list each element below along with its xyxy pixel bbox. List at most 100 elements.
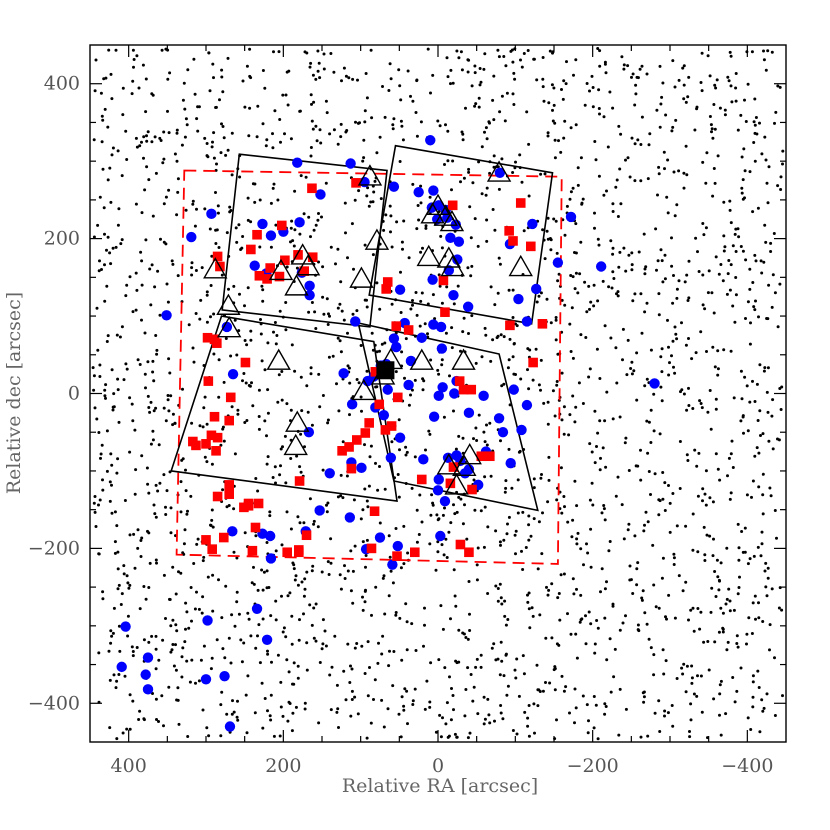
field-star	[127, 586, 131, 590]
field-star	[591, 86, 595, 89]
blue-circle-point	[425, 135, 436, 146]
field-star	[502, 382, 506, 386]
field-star	[736, 592, 740, 596]
field-star	[395, 220, 399, 224]
field-star	[681, 672, 685, 676]
field-star	[728, 609, 732, 613]
field-star	[167, 685, 171, 689]
field-star	[616, 290, 620, 294]
field-star	[634, 92, 638, 96]
field-star	[640, 64, 644, 68]
field-star	[569, 632, 573, 636]
field-star	[305, 384, 309, 388]
field-star	[635, 75, 639, 79]
field-star	[165, 489, 169, 493]
field-star	[741, 249, 745, 253]
blue-circle-point	[388, 181, 400, 192]
field-star	[172, 664, 176, 668]
field-star	[584, 642, 588, 646]
field-star	[182, 542, 186, 546]
field-star	[310, 569, 314, 573]
field-star	[514, 373, 517, 376]
field-star	[285, 265, 289, 269]
field-star	[695, 464, 699, 468]
field-star	[214, 168, 218, 172]
field-star	[249, 338, 253, 342]
field-star	[572, 592, 576, 596]
field-star	[474, 665, 478, 669]
field-star	[123, 674, 127, 678]
field-star	[445, 701, 449, 705]
red-square-point	[246, 244, 256, 255]
field-star	[128, 396, 132, 400]
field-star	[700, 89, 704, 93]
field-star	[225, 712, 229, 716]
field-star	[547, 101, 551, 105]
field-star	[142, 156, 145, 160]
field-star	[627, 522, 631, 526]
field-star	[210, 508, 214, 512]
field-star	[265, 569, 269, 573]
field-star	[389, 214, 393, 218]
field-star	[174, 643, 177, 647]
field-star	[310, 623, 314, 627]
field-star	[645, 419, 649, 423]
field-star	[147, 406, 151, 409]
field-star	[278, 734, 282, 738]
field-star	[527, 734, 531, 738]
field-star	[532, 477, 536, 481]
field-star	[725, 648, 729, 652]
field-star	[539, 358, 543, 362]
field-star	[450, 687, 453, 690]
field-star	[227, 287, 230, 291]
field-star	[713, 365, 717, 369]
field-star	[733, 232, 737, 236]
field-star	[120, 325, 124, 329]
field-star	[225, 231, 229, 235]
field-star	[763, 569, 767, 573]
field-star	[541, 689, 545, 693]
field-star	[757, 616, 761, 620]
field-star	[621, 621, 625, 625]
field-star	[512, 103, 516, 106]
field-star	[343, 201, 347, 205]
field-star	[214, 106, 218, 109]
field-star	[309, 93, 313, 97]
blue-circle-point	[462, 301, 474, 312]
field-star	[190, 266, 194, 270]
field-star	[462, 176, 466, 180]
field-star	[428, 542, 432, 546]
field-star	[674, 118, 678, 122]
field-star	[364, 72, 368, 75]
field-star	[101, 118, 105, 122]
field-star	[207, 51, 211, 55]
field-star	[778, 85, 782, 89]
field-star	[684, 100, 688, 104]
field-star	[402, 524, 406, 528]
field-star	[710, 586, 714, 590]
field-star	[321, 468, 325, 472]
field-star	[597, 174, 601, 178]
field-star	[645, 622, 649, 626]
field-star	[695, 694, 699, 698]
field-star	[514, 676, 518, 680]
field-star	[352, 498, 356, 502]
field-star	[503, 490, 507, 494]
field-star	[291, 561, 295, 565]
field-star	[741, 415, 745, 419]
field-star	[696, 494, 700, 498]
field-star	[751, 210, 755, 214]
field-star	[149, 442, 153, 446]
field-star	[322, 312, 326, 316]
field-star	[569, 274, 573, 277]
field-star	[522, 229, 526, 233]
field-star	[642, 690, 646, 694]
field-star	[598, 468, 602, 472]
field-star	[128, 533, 132, 537]
field-star	[596, 431, 600, 435]
field-star	[435, 513, 439, 517]
blue-circle-point	[378, 409, 390, 421]
field-star	[724, 602, 728, 606]
field-star	[254, 646, 258, 650]
solid-field-outline	[368, 144, 554, 325]
